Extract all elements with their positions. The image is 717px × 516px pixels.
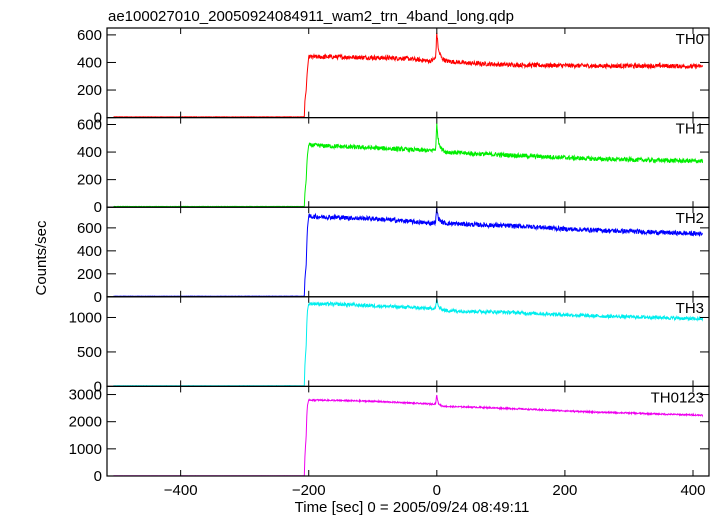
y-tick-label: 400 bbox=[77, 243, 102, 260]
panel-label-th2: TH2 bbox=[676, 210, 704, 227]
y-tick-label: 200 bbox=[77, 172, 102, 189]
series-line-th2 bbox=[113, 207, 703, 297]
panel-label-th1: TH1 bbox=[676, 121, 704, 138]
panel-th2: 0 200 400 600 TH2 bbox=[77, 206, 710, 306]
chart-title: ae100027010_20050924084911_wam2_trn_4ban… bbox=[108, 8, 514, 25]
series-line-th3 bbox=[113, 298, 704, 387]
series-line-th1 bbox=[113, 123, 704, 208]
y-tick-label: 400 bbox=[77, 54, 102, 71]
x-tick-label: −400 bbox=[164, 482, 198, 499]
x-tick-label: 400 bbox=[680, 482, 705, 499]
panel-frame bbox=[106, 27, 710, 119]
panel-th1: 0 200 400 600 TH1 bbox=[77, 116, 710, 216]
x-tick-label: −200 bbox=[292, 482, 326, 499]
panel-label-th0: TH0 bbox=[676, 31, 704, 48]
panel-th3: 0 500 1000 TH3 bbox=[69, 296, 710, 395]
series-line-th0 bbox=[113, 32, 704, 118]
y-tick-label: 0 bbox=[94, 110, 102, 127]
y-tick-label: 0 bbox=[94, 468, 102, 485]
panel-label-th0123: TH0123 bbox=[651, 389, 704, 406]
y-tick-label: 3000 bbox=[69, 387, 102, 404]
y-tick-label: 400 bbox=[77, 144, 102, 161]
y-tick-label: 0 bbox=[94, 378, 102, 395]
y-tick-label: 0 bbox=[94, 289, 102, 306]
series-line-th0123 bbox=[113, 394, 704, 477]
y-tick-label: 0 bbox=[94, 199, 102, 216]
y-tick-label: 500 bbox=[77, 344, 102, 361]
x-tick-label: 200 bbox=[552, 482, 577, 499]
x-axis-label: Time [sec] 0 = 2005/09/24 08:49:11 bbox=[295, 499, 530, 516]
y-tick-label: 200 bbox=[77, 82, 102, 99]
y-axis-label: Counts/sec bbox=[33, 220, 50, 296]
y-tick-label: 1000 bbox=[69, 441, 102, 458]
y-tick-label: 200 bbox=[77, 266, 102, 283]
y-tick-label: 600 bbox=[77, 220, 102, 237]
panel-frame bbox=[106, 116, 710, 208]
panel-th0: 0 200 400 600 TH0 bbox=[77, 27, 710, 127]
x-tick-label: 0 bbox=[433, 482, 441, 499]
y-tick-label: 600 bbox=[77, 27, 102, 44]
panel-frame bbox=[106, 385, 710, 477]
y-tick-label: 1000 bbox=[69, 309, 102, 326]
y-tick-label: 600 bbox=[77, 116, 102, 133]
panel-frame bbox=[106, 296, 710, 387]
panel-label-th3: TH3 bbox=[676, 300, 704, 317]
panel-th0123: 0 1000 2000 3000 TH0123 bbox=[69, 385, 710, 485]
y-tick-label: 2000 bbox=[69, 414, 102, 431]
